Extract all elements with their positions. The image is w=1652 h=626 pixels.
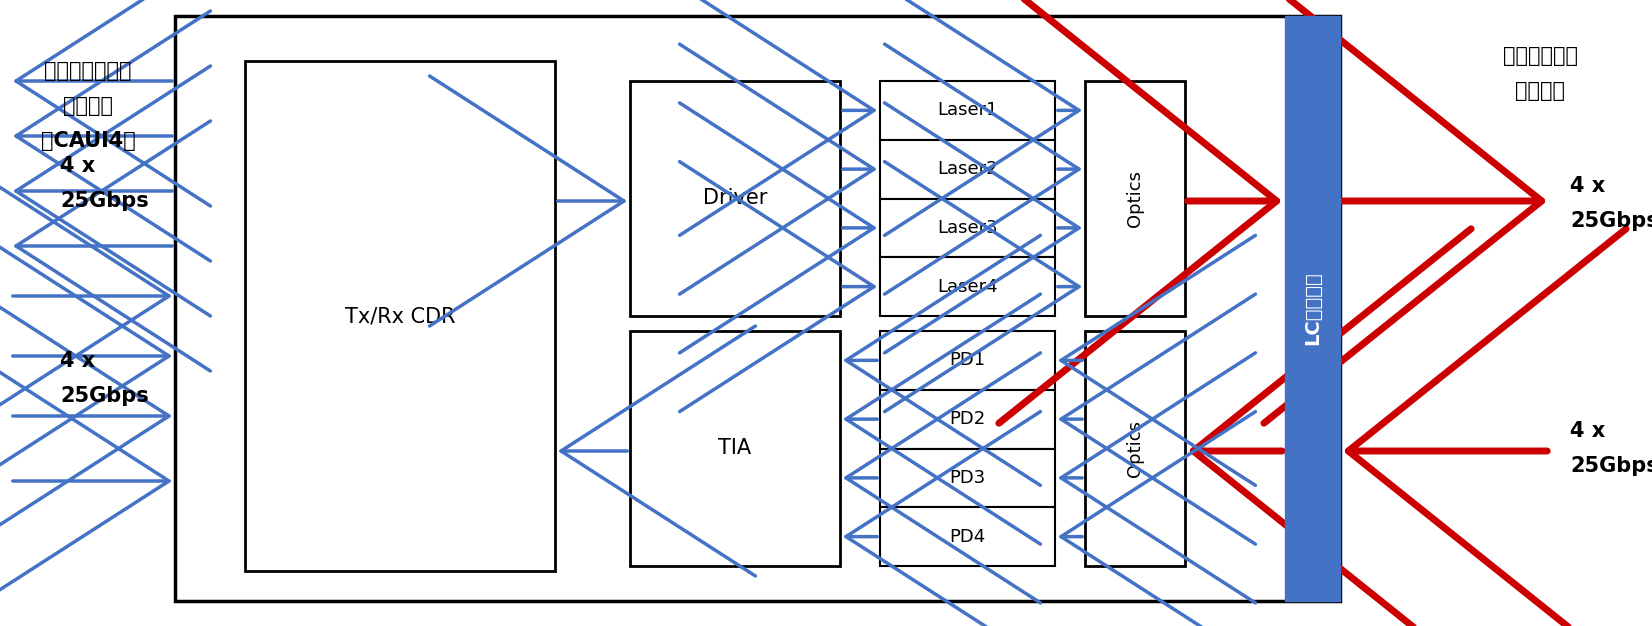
Text: フェース: フェース [1515,81,1564,101]
Text: 4 x: 4 x [59,156,96,176]
Text: 25Gbps: 25Gbps [1569,211,1652,231]
Text: （CAUI4）: （CAUI4） [41,131,135,151]
Text: 4 x: 4 x [59,351,96,371]
Text: 4 x: 4 x [1569,421,1606,441]
Bar [244,61,555,571]
Text: 4 x: 4 x [1569,176,1606,196]
Text: TIA: TIA [719,438,752,458]
Bar [881,140,1056,198]
Text: Laser1: Laser1 [937,101,998,120]
Text: LCコネクタ: LCコネクタ [1303,272,1322,346]
Bar [881,198,1056,257]
Text: PD3: PD3 [950,469,986,487]
Text: 25Gbps: 25Gbps [59,386,149,406]
Text: Driver: Driver [702,188,767,208]
Text: 25Gbps: 25Gbps [59,191,149,211]
Bar [881,390,1056,448]
Text: Laser4: Laser4 [937,277,998,295]
Bar [881,448,1056,507]
Bar [629,81,839,316]
Bar [1085,331,1184,566]
Text: Optics: Optics [1127,420,1143,477]
Bar [629,331,839,566]
Text: PD2: PD2 [950,410,986,428]
Text: Laser2: Laser2 [937,160,998,178]
Text: 電気側インター: 電気側インター [45,61,132,81]
Bar [881,257,1056,316]
Bar [1085,81,1184,316]
Bar [175,16,1340,601]
Bar [881,507,1056,566]
Text: Optics: Optics [1127,170,1143,227]
Text: フェース: フェース [63,96,112,116]
Text: PD1: PD1 [950,351,986,369]
Text: Tx/Rx CDR: Tx/Rx CDR [345,306,456,326]
Bar [1285,16,1340,601]
Text: PD4: PD4 [950,528,986,546]
Text: 光側インター: 光側インター [1503,46,1578,66]
Text: Laser3: Laser3 [937,219,998,237]
Text: 25Gbps: 25Gbps [1569,456,1652,476]
Bar [881,81,1056,140]
Bar [881,331,1056,390]
